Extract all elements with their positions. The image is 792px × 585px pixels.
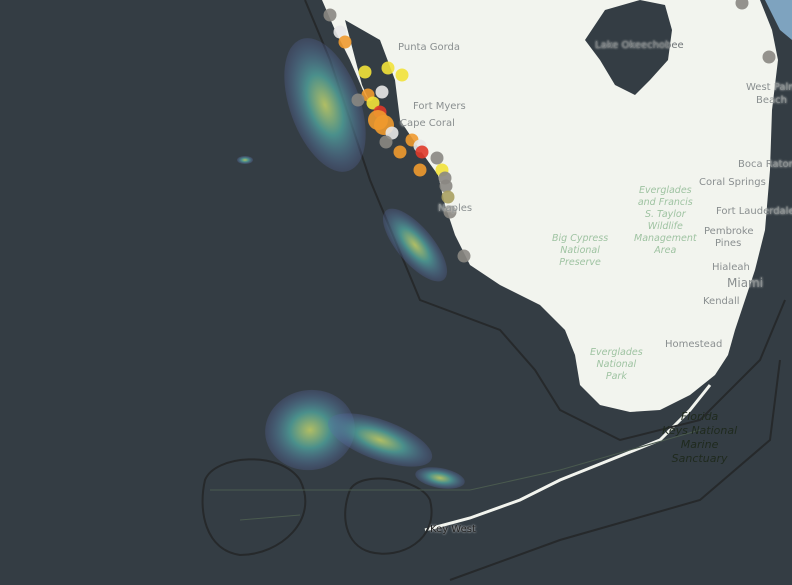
- observation-marker[interactable]: [415, 145, 429, 159]
- label-kendall: Kendall: [703, 296, 740, 307]
- observation-marker[interactable]: [439, 179, 453, 193]
- observation-marker[interactable]: [323, 8, 337, 22]
- observation-marker[interactable]: [379, 135, 393, 149]
- label-big-cypress: Big Cypress National Preserve: [552, 233, 609, 268]
- label-fort-lauderdale: Fort Lauderdale: [716, 206, 792, 217]
- label-homestead: Homestead: [665, 339, 723, 350]
- label-punta-gorda: Punta Gorda: [398, 42, 461, 53]
- label-key-west: Key West: [430, 524, 476, 535]
- label-coral-springs: Coral Springs: [699, 177, 766, 188]
- charlotte-harbor: [345, 20, 420, 150]
- label-everglades-np: Everglades National Park: [590, 347, 643, 382]
- observation-marker[interactable]: [351, 93, 365, 107]
- observation-marker[interactable]: [735, 0, 749, 10]
- observation-marker[interactable]: [395, 68, 409, 82]
- label-pines: Pines: [715, 238, 742, 249]
- radar-echo: [327, 413, 433, 467]
- radar-echo: [284, 38, 366, 172]
- observation-marker[interactable]: [762, 50, 776, 64]
- florida-keys: [424, 384, 712, 532]
- observation-marker[interactable]: [333, 25, 347, 39]
- label-naples: Naples: [438, 203, 473, 214]
- label-fort-myers: Fort Myers: [413, 101, 466, 112]
- label-lake-okeechobee: Lake Okeechobee: [595, 40, 684, 51]
- observation-marker[interactable]: [443, 205, 457, 219]
- lake-okeechobee: [585, 0, 672, 95]
- observation-marker[interactable]: [368, 110, 388, 130]
- label-cape-coral: Cape Coral: [400, 118, 455, 129]
- label-boca-raton: Boca Raton: [738, 159, 792, 170]
- label-hialeah: Hialeah: [712, 262, 750, 273]
- observation-marker[interactable]: [366, 96, 380, 110]
- observation-markers: [323, 0, 776, 263]
- observation-marker[interactable]: [358, 65, 372, 79]
- observation-marker[interactable]: [393, 145, 407, 159]
- radar-echo: [237, 156, 253, 164]
- label-pembroke: Pembroke: [704, 226, 754, 237]
- observation-marker[interactable]: [430, 151, 444, 165]
- radar-echo: [265, 389, 355, 471]
- observation-marker[interactable]: [381, 61, 395, 75]
- observation-marker[interactable]: [441, 190, 455, 204]
- observation-marker[interactable]: [413, 163, 427, 177]
- label-everglades-wma: Everglades and Francis S. Taylor Wildlif…: [634, 185, 697, 256]
- label-beach: Beach: [756, 95, 787, 106]
- observation-marker[interactable]: [457, 249, 471, 263]
- label-west-palm: West Palm: [746, 82, 792, 93]
- radar-echo: [382, 208, 448, 282]
- radar-overlay: [237, 38, 465, 489]
- observation-marker[interactable]: [338, 35, 352, 49]
- observation-marker[interactable]: [375, 85, 389, 99]
- zone-lines: [210, 429, 701, 521]
- label-keys-sanctuary: Florida Keys National Marine Sanctuary: [662, 410, 738, 465]
- atlantic-ocean: [765, 0, 792, 40]
- radar-echo: [415, 467, 465, 489]
- land-florida: [322, 0, 778, 412]
- label-miami: Miami: [727, 276, 764, 290]
